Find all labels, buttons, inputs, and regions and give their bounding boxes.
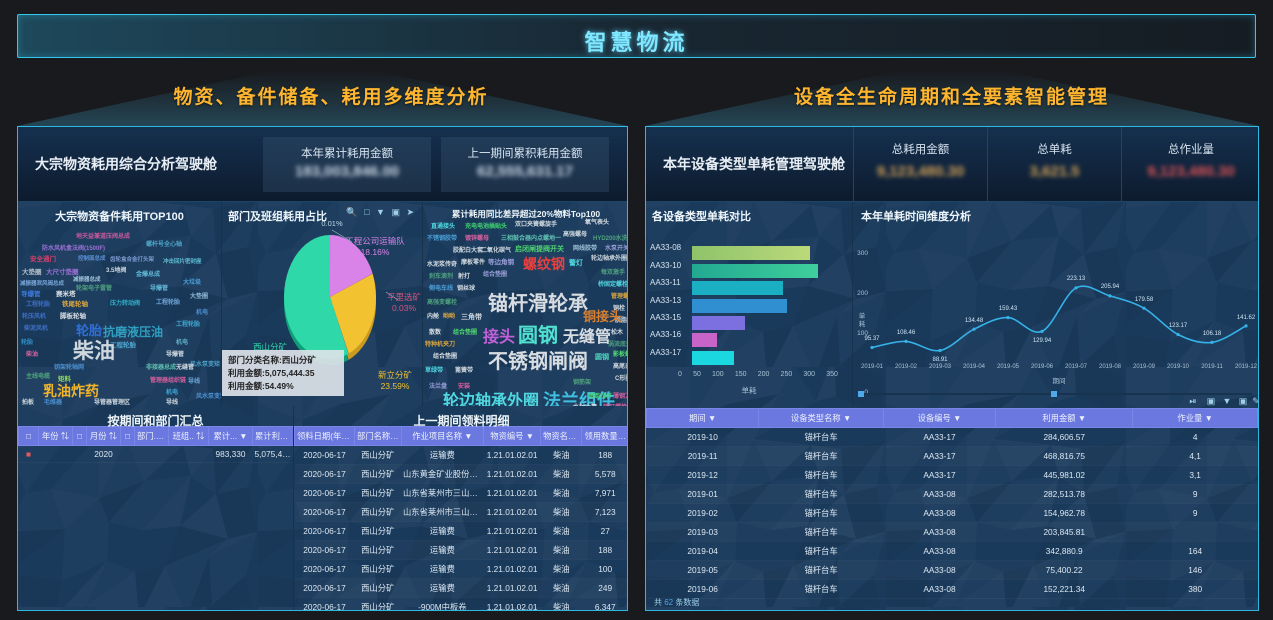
- svg-text:200: 200: [857, 290, 868, 297]
- svg-text:18.16%: 18.16%: [361, 247, 390, 257]
- svg-text:2019-06: 2019-06: [1031, 364, 1054, 370]
- svg-text:223.13: 223.13: [1067, 276, 1086, 282]
- svg-text:2019-01: 2019-01: [861, 364, 884, 370]
- svg-text:2019-09: 2019-09: [1133, 364, 1156, 370]
- svg-text:159.43: 159.43: [999, 306, 1018, 312]
- svg-text:0.03%: 0.03%: [392, 303, 417, 313]
- svg-text:106.18: 106.18: [1203, 331, 1222, 337]
- svg-text:95.37: 95.37: [864, 336, 880, 342]
- svg-text:2019-11: 2019-11: [1201, 364, 1223, 370]
- svg-text:300: 300: [857, 250, 868, 257]
- svg-text:123.17: 123.17: [1169, 323, 1188, 329]
- svg-text:2019-02: 2019-02: [895, 364, 918, 370]
- svg-text:0.01%: 0.01%: [321, 219, 343, 228]
- svg-text:2019-07: 2019-07: [1065, 364, 1088, 370]
- svg-text:205.94: 205.94: [1101, 284, 1120, 290]
- svg-text:2019-08: 2019-08: [1099, 364, 1122, 370]
- svg-text:工程公司运输队: 工程公司运输队: [345, 236, 405, 246]
- svg-text:2019-05: 2019-05: [997, 364, 1020, 370]
- svg-text:134.48: 134.48: [965, 318, 984, 324]
- svg-text:129.94: 129.94: [1033, 338, 1052, 344]
- svg-text:2019-04: 2019-04: [963, 364, 986, 370]
- svg-text:88.91: 88.91: [932, 357, 948, 363]
- svg-text:⏯: ⏯: [1189, 396, 1196, 406]
- svg-text:2019-10: 2019-10: [1167, 364, 1190, 370]
- svg-text:108.46: 108.46: [897, 330, 916, 336]
- svg-text:141.62: 141.62: [1237, 315, 1256, 321]
- svg-text:▣: ▣: [1239, 396, 1248, 406]
- svg-text:期间: 期间: [1053, 377, 1066, 385]
- svg-text:2019-12: 2019-12: [1235, 364, 1258, 370]
- svg-text:耗: 耗: [859, 320, 866, 328]
- svg-text:23.59%: 23.59%: [381, 381, 410, 391]
- svg-text:新立分矿: 新立分矿: [378, 370, 413, 380]
- svg-text:▣: ▣: [1207, 396, 1216, 406]
- svg-text:单: 单: [859, 311, 866, 320]
- svg-text:179.58: 179.58: [1135, 297, 1154, 303]
- svg-text:2019-03: 2019-03: [929, 364, 952, 370]
- svg-text:✎: ✎: [1252, 396, 1259, 406]
- svg-text:平里选矿: 平里选矿: [387, 292, 422, 302]
- svg-text:▼: ▼: [1223, 396, 1232, 406]
